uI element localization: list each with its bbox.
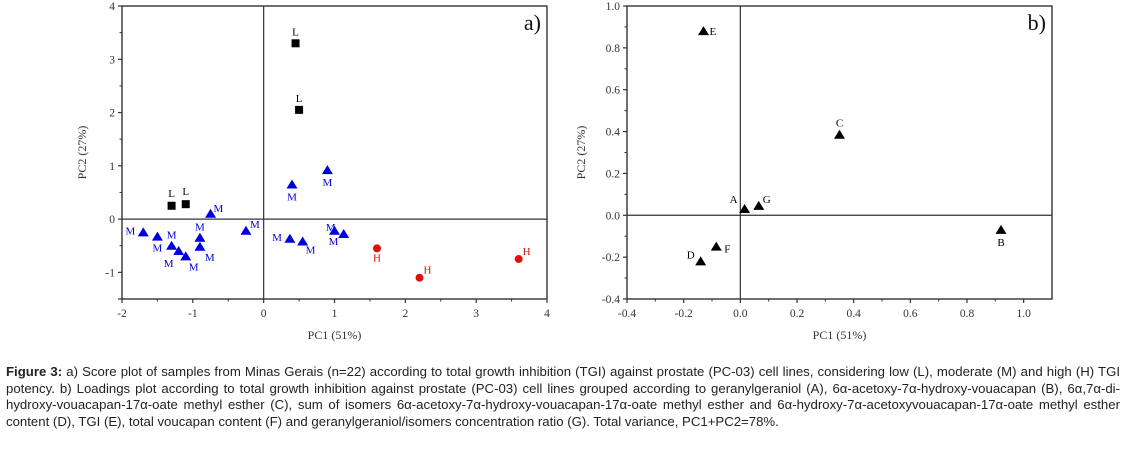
y-tick-label: 0.6 [606, 85, 621, 97]
data-point-triangle [321, 165, 333, 175]
data-point-triangle [338, 229, 350, 239]
data-point-label: A [730, 194, 738, 206]
x-tick-label: 0.0 [733, 308, 748, 320]
data-point-triangle [173, 246, 185, 256]
data-point-square [291, 39, 300, 48]
x-tick-label: 3 [473, 308, 479, 320]
data-point-triangle [834, 129, 845, 139]
x-axis-label: PC1 (51%) [308, 328, 362, 342]
data-point-label: E [710, 26, 717, 38]
y-tick-label: 1.0 [606, 1, 621, 13]
data-point-label: C [836, 118, 843, 130]
data-point-circle [415, 273, 424, 282]
x-tick-label: 2 [402, 308, 408, 320]
caption-lead: Figure 3: [6, 364, 63, 379]
data-point-label: M [195, 222, 205, 234]
y-tick-label: 0 [109, 214, 115, 226]
data-point-triangle [286, 179, 298, 189]
data-point-triangle [695, 256, 707, 266]
x-tick-label: 1.0 [1016, 308, 1031, 320]
y-tick-label: 2 [109, 108, 115, 120]
data-point-triangle [329, 225, 340, 235]
data-point-triangle [710, 241, 722, 251]
data-point-label: L [292, 26, 299, 38]
data-point-label: M [329, 236, 339, 248]
y-tick-label: -0.4 [602, 294, 620, 306]
x-tick-label: 0 [261, 308, 267, 320]
data-point-label: D [687, 249, 695, 261]
data-point-label: M [250, 219, 260, 231]
data-point-triangle [194, 241, 206, 251]
y-tick-label: 4 [109, 1, 115, 13]
data-point-triangle [166, 240, 178, 250]
x-tick-label: 1 [332, 308, 338, 320]
x-tick-label: 0.6 [903, 308, 918, 320]
data-point-square [181, 200, 190, 209]
panel-label: b) [1028, 10, 1046, 35]
y-tick-label: -1 [105, 267, 115, 279]
y-tick-label: 0.4 [606, 127, 621, 139]
y-tick-label: 1 [109, 161, 115, 173]
data-point-label: L [296, 93, 303, 105]
x-tick-label: 0.8 [960, 308, 975, 320]
data-point-triangle [739, 204, 751, 214]
data-point-triangle [240, 225, 252, 235]
data-point-label: M [306, 244, 316, 256]
x-tick-label: 0.4 [846, 308, 861, 320]
data-point-triangle [995, 224, 1007, 234]
data-point-label: L [182, 186, 189, 198]
y-tick-label: 0.0 [606, 210, 621, 222]
data-point-label: B [997, 237, 1004, 249]
loadings-plot-b: -0.4 -0.2 0.0 0.2 0.4 0.6 0.8 1.0 -0.4 -0.2 0.0 0.2… [574, 1, 1053, 342]
data-point-label: M [205, 252, 215, 264]
x-tick-label: 0.2 [790, 308, 805, 320]
data-point-label: F [724, 244, 730, 256]
data-point-label: M [326, 222, 336, 234]
data-point-triangle [137, 227, 149, 237]
data-point-triangle [194, 232, 206, 242]
data-point-label: H [373, 252, 381, 264]
caption-text: a) Score plot of samples from Minas Gera… [6, 364, 1121, 429]
data-point-triangle [284, 233, 296, 243]
data-point-circle [514, 255, 523, 264]
panel-label: a) [524, 10, 541, 35]
x-tick-label: -0.2 [675, 308, 693, 320]
y-axis-label: PC2 (27%) [574, 126, 588, 180]
data-point-label: H [523, 246, 531, 258]
data-point-label: M [125, 225, 135, 237]
data-point-label: M [153, 243, 163, 255]
data-point-triangle [753, 200, 765, 210]
x-tick-label: -0.4 [618, 308, 636, 320]
data-point-label: M [167, 230, 177, 242]
data-point-square [167, 201, 176, 210]
data-point-label: M [272, 232, 282, 244]
data-point-label: M [189, 261, 199, 273]
figure-caption: Figure 3: a) Score plot of samples from … [6, 364, 1120, 430]
y-axis-label: PC2 (27%) [75, 126, 89, 180]
y-tick-label: -0.2 [602, 252, 620, 264]
data-point-label: M [323, 177, 333, 189]
x-axis-label: PC1 (51%) [813, 328, 867, 342]
data-point-triangle [297, 236, 309, 246]
data-point-label: L [168, 188, 175, 200]
data-point-label: M [164, 258, 174, 270]
data-point-triangle [698, 26, 709, 36]
x-tick-label: 4 [544, 308, 550, 320]
data-point-triangle [151, 231, 163, 241]
data-point-square [295, 105, 304, 114]
data-point-label: G [763, 194, 771, 206]
data-point-circle [373, 244, 381, 253]
data-point-label: H [424, 265, 432, 277]
data-point-label: M [214, 203, 224, 215]
y-tick-label: 3 [109, 54, 115, 66]
data-point-label: M [287, 191, 297, 203]
x-tick-label: -1 [188, 308, 198, 320]
x-tick-label: -2 [117, 308, 127, 320]
data-point-triangle [180, 251, 192, 261]
data-point-triangle [205, 208, 217, 218]
y-tick-label: 0.8 [606, 43, 621, 55]
y-tick-label: 0.2 [606, 168, 621, 180]
